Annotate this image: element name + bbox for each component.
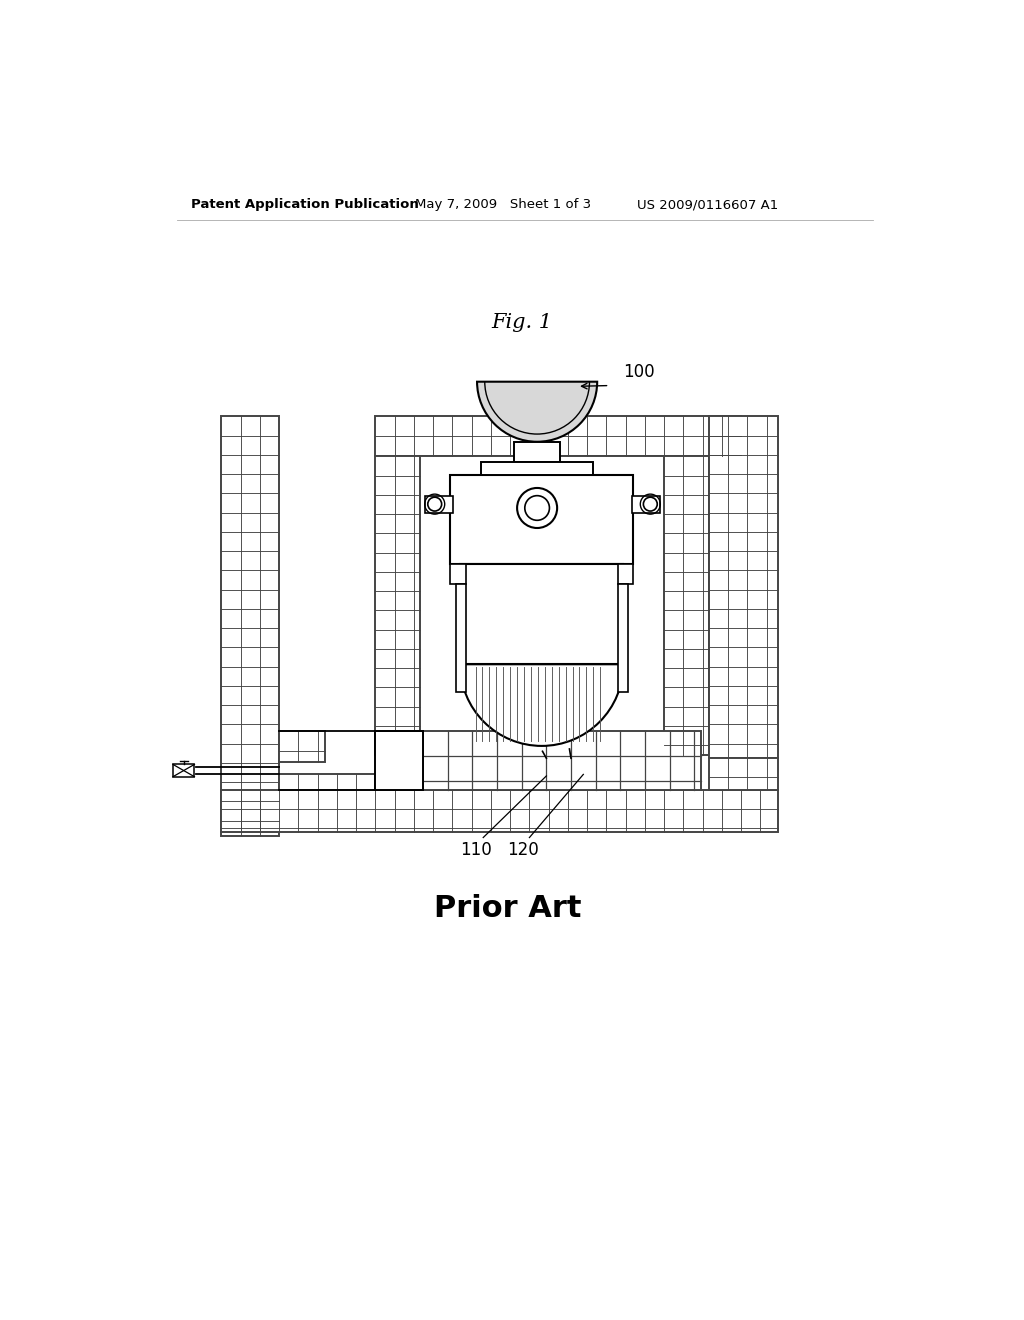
- Bar: [423, 731, 701, 789]
- Bar: [425, 496, 454, 512]
- Bar: [280, 731, 326, 762]
- Text: Fig. 1: Fig. 1: [492, 313, 552, 331]
- Text: US 2009/0116607 A1: US 2009/0116607 A1: [637, 198, 778, 211]
- Bar: [376, 731, 423, 789]
- Bar: [617, 585, 628, 692]
- Bar: [376, 457, 420, 755]
- Bar: [709, 416, 778, 758]
- Bar: [514, 442, 560, 462]
- Wedge shape: [460, 664, 624, 746]
- Text: Prior Art: Prior Art: [434, 894, 582, 923]
- Bar: [221, 789, 778, 832]
- Bar: [481, 462, 593, 475]
- Circle shape: [517, 488, 557, 528]
- Bar: [451, 475, 634, 564]
- Text: 120: 120: [507, 841, 539, 859]
- Bar: [280, 775, 376, 789]
- Text: Patent Application Publication: Patent Application Publication: [190, 198, 419, 211]
- Text: 100: 100: [624, 363, 655, 381]
- Bar: [709, 758, 778, 789]
- Wedge shape: [477, 381, 597, 442]
- Bar: [376, 416, 741, 457]
- Circle shape: [524, 495, 550, 520]
- Circle shape: [643, 498, 657, 511]
- Bar: [665, 457, 709, 755]
- Text: 110: 110: [460, 841, 492, 859]
- Text: May 7, 2009   Sheet 1 of 3: May 7, 2009 Sheet 1 of 3: [416, 198, 592, 211]
- Bar: [173, 764, 195, 776]
- Bar: [456, 585, 466, 692]
- Bar: [451, 564, 466, 585]
- Bar: [221, 416, 280, 836]
- Bar: [617, 564, 634, 585]
- Bar: [632, 496, 659, 512]
- Bar: [460, 564, 624, 664]
- Circle shape: [428, 498, 441, 511]
